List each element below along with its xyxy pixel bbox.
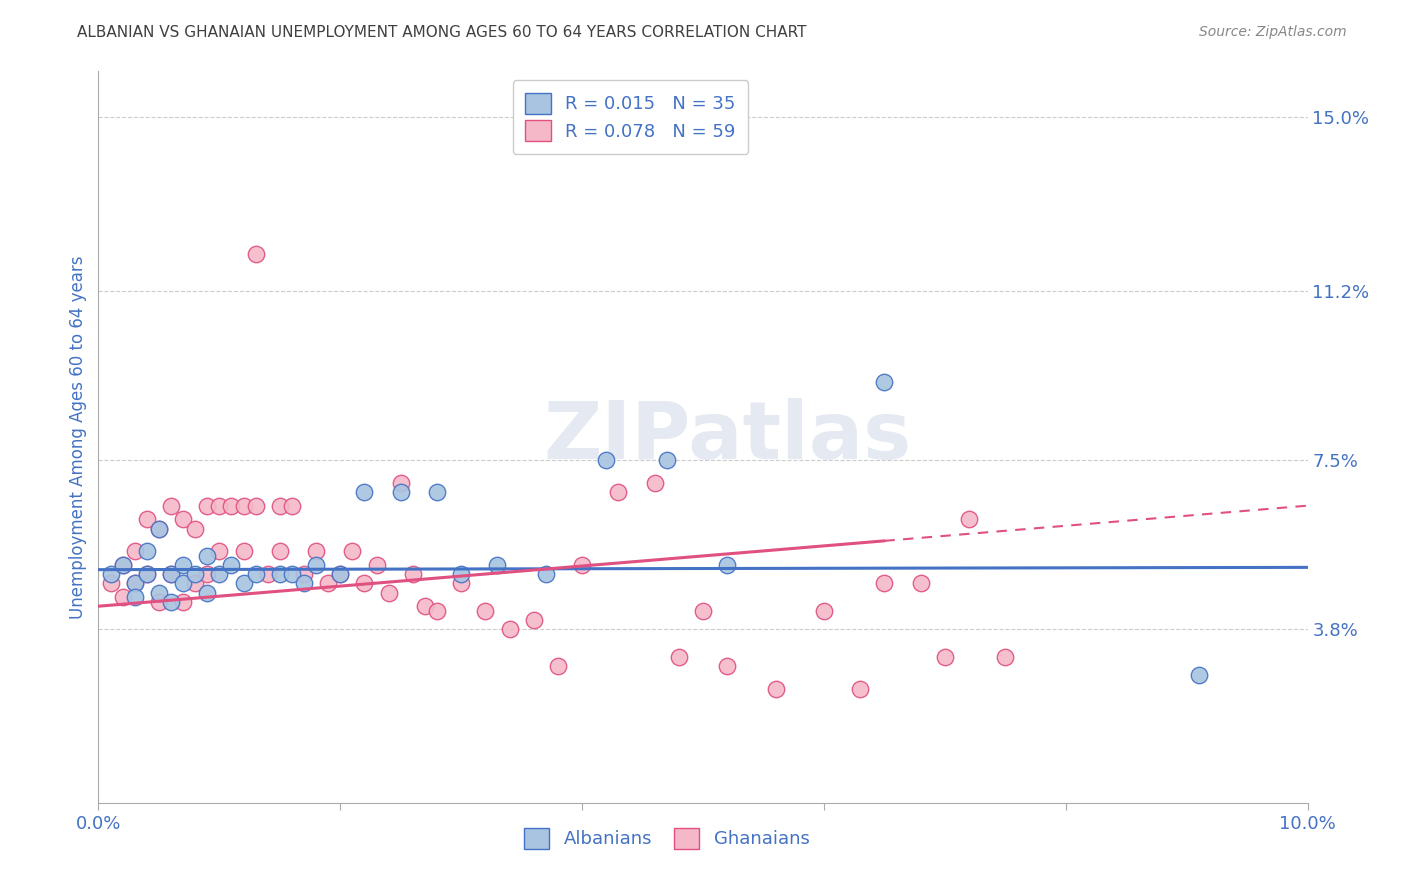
Point — [353, 576, 375, 591]
Point — [644, 475, 666, 490]
Point — [172, 512, 194, 526]
Point — [184, 521, 207, 535]
Point — [389, 475, 412, 490]
Point — [124, 576, 146, 591]
Point — [329, 567, 352, 582]
Point — [281, 567, 304, 582]
Point — [232, 499, 254, 513]
Point — [342, 544, 364, 558]
Point — [910, 576, 932, 591]
Point — [195, 499, 218, 513]
Point — [329, 567, 352, 582]
Point — [595, 453, 617, 467]
Point — [135, 512, 157, 526]
Point — [172, 595, 194, 609]
Point — [607, 485, 630, 500]
Point — [148, 521, 170, 535]
Point — [221, 499, 243, 513]
Point — [450, 576, 472, 591]
Point — [292, 576, 315, 591]
Point — [124, 544, 146, 558]
Point — [934, 649, 956, 664]
Point — [124, 590, 146, 604]
Point — [474, 604, 496, 618]
Point — [655, 453, 678, 467]
Point — [232, 544, 254, 558]
Point — [873, 376, 896, 390]
Point — [195, 549, 218, 563]
Point — [523, 613, 546, 627]
Point — [160, 499, 183, 513]
Point — [208, 499, 231, 513]
Point — [305, 558, 328, 573]
Point — [195, 567, 218, 582]
Point — [245, 247, 267, 261]
Point — [135, 567, 157, 582]
Point — [765, 681, 787, 696]
Point — [160, 567, 183, 582]
Point — [135, 544, 157, 558]
Point — [269, 567, 291, 582]
Text: Source: ZipAtlas.com: Source: ZipAtlas.com — [1199, 25, 1347, 39]
Point — [221, 558, 243, 573]
Point — [172, 576, 194, 591]
Point — [195, 585, 218, 599]
Point — [245, 499, 267, 513]
Point — [135, 567, 157, 582]
Point — [305, 544, 328, 558]
Point — [160, 595, 183, 609]
Point — [849, 681, 872, 696]
Point — [813, 604, 835, 618]
Point — [184, 576, 207, 591]
Point — [450, 567, 472, 582]
Text: ALBANIAN VS GHANAIAN UNEMPLOYMENT AMONG AGES 60 TO 64 YEARS CORRELATION CHART: ALBANIAN VS GHANAIAN UNEMPLOYMENT AMONG … — [77, 25, 807, 40]
Point — [692, 604, 714, 618]
Point — [111, 590, 134, 604]
Point — [232, 576, 254, 591]
Point — [124, 576, 146, 591]
Point — [366, 558, 388, 573]
Point — [148, 521, 170, 535]
Y-axis label: Unemployment Among Ages 60 to 64 years: Unemployment Among Ages 60 to 64 years — [69, 255, 87, 619]
Point — [148, 585, 170, 599]
Point — [269, 544, 291, 558]
Point — [402, 567, 425, 582]
Point — [160, 567, 183, 582]
Point — [184, 567, 207, 582]
Point — [547, 658, 569, 673]
Point — [269, 499, 291, 513]
Point — [426, 604, 449, 618]
Point — [668, 649, 690, 664]
Point — [172, 558, 194, 573]
Point — [716, 658, 738, 673]
Point — [873, 576, 896, 591]
Point — [413, 599, 436, 614]
Point — [957, 512, 980, 526]
Point — [208, 544, 231, 558]
Point — [281, 499, 304, 513]
Point — [111, 558, 134, 573]
Point — [994, 649, 1017, 664]
Point — [1188, 667, 1211, 681]
Point — [571, 558, 593, 573]
Point — [426, 485, 449, 500]
Point — [100, 576, 122, 591]
Point — [256, 567, 278, 582]
Point — [534, 567, 557, 582]
Point — [245, 567, 267, 582]
Point — [292, 567, 315, 582]
Point — [353, 485, 375, 500]
Text: ZIPatlas: ZIPatlas — [543, 398, 911, 476]
Point — [498, 622, 520, 636]
Point — [148, 595, 170, 609]
Point — [100, 567, 122, 582]
Point — [316, 576, 339, 591]
Point — [111, 558, 134, 573]
Point — [389, 485, 412, 500]
Point — [486, 558, 509, 573]
Point — [377, 585, 399, 599]
Point — [208, 567, 231, 582]
Point — [716, 558, 738, 573]
Legend: Albanians, Ghanaians: Albanians, Ghanaians — [513, 817, 820, 860]
